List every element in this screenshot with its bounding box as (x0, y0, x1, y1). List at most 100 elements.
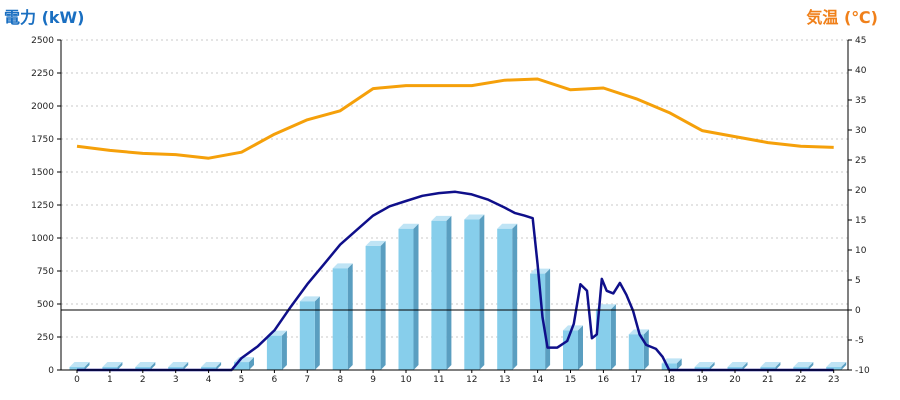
bar-side (183, 362, 189, 370)
y-axis-right-title: 気温 (℃) (806, 8, 878, 27)
bar-top (135, 362, 156, 367)
bar-side (117, 362, 123, 370)
bar-top (69, 362, 90, 367)
bar (299, 301, 315, 370)
bar (332, 268, 348, 370)
bar (497, 228, 513, 370)
bar-side (512, 223, 518, 370)
bar-top (727, 362, 748, 367)
temperature-series (76, 77, 834, 160)
bar (135, 367, 151, 370)
x-tick-label: 8 (337, 375, 343, 385)
bar-side (446, 215, 452, 370)
x-tick-label: 4 (206, 375, 212, 385)
x-tick-label: 17 (631, 375, 642, 385)
x-tick-label: 12 (466, 375, 477, 385)
y-left-tick-label: 500 (37, 300, 54, 310)
x-tick-label: 23 (828, 375, 839, 385)
y-left-tick-label: 750 (37, 267, 54, 277)
y-left-tick-label: 2000 (31, 102, 54, 112)
bar-top (102, 362, 123, 367)
bar-side (347, 263, 353, 370)
bar-side (545, 268, 551, 370)
temperature-line (76, 77, 834, 160)
bar (365, 245, 381, 370)
y-right-tick-label: 35 (855, 96, 866, 106)
y-right-tick-label: 45 (855, 36, 866, 46)
bar-side (643, 329, 649, 370)
bar-top (595, 304, 616, 310)
bar-side (841, 362, 847, 370)
x-tick-label: 1 (107, 375, 113, 385)
y-right-tick-label: -5 (855, 336, 864, 346)
bar-side (578, 325, 583, 370)
bar-side (249, 357, 254, 370)
x-tick-label: 6 (272, 375, 278, 385)
bar-top (431, 215, 452, 221)
x-tick-label: 22 (795, 375, 806, 385)
x-tick-label: 5 (239, 375, 245, 385)
y-left-tick-label: 1750 (31, 135, 54, 145)
x-tick-label: 18 (663, 375, 675, 385)
y-left-tick-label: 1500 (31, 168, 54, 178)
y-left-tick-label: 2250 (31, 69, 54, 79)
bar-side (413, 223, 419, 370)
bar-series (69, 214, 847, 370)
bar-top (793, 362, 814, 367)
bar-top (299, 296, 320, 302)
bar-top (826, 362, 847, 367)
x-tick-label: 21 (762, 375, 773, 385)
y-left-tick-label: 1250 (31, 201, 54, 211)
bar-side (808, 362, 814, 370)
y-left-tick-label: 0 (48, 366, 54, 376)
bar-top (530, 268, 551, 274)
x-tick-label: 13 (499, 375, 510, 385)
tick-labels: 02505007501000125015001750200022502500-1… (31, 36, 870, 385)
bar-side (709, 362, 715, 370)
bar (826, 367, 842, 370)
x-tick-label: 20 (729, 375, 741, 385)
bar (266, 335, 282, 370)
x-tick-label: 15 (565, 375, 576, 385)
bar-side (314, 296, 320, 370)
x-tick-label: 11 (433, 375, 444, 385)
bar-side (281, 330, 287, 370)
bar-side (775, 362, 781, 370)
power-line (77, 190, 834, 372)
bar (234, 362, 249, 370)
axes (57, 39, 852, 373)
y-right-tick-label: 20 (855, 186, 867, 196)
y-left-tick-label: 1000 (31, 234, 54, 244)
bar-side (479, 214, 485, 370)
y-right-tick-label: -10 (855, 366, 870, 376)
bar (563, 330, 578, 370)
bar-top (365, 240, 386, 246)
x-tick-label: 2 (140, 375, 146, 385)
bar-top (694, 362, 715, 367)
bar (69, 367, 85, 370)
bar (727, 367, 743, 370)
bar-top (398, 223, 419, 229)
bar-top (497, 223, 518, 229)
x-tick-label: 14 (532, 375, 544, 385)
x-tick-label: 0 (74, 375, 80, 385)
y-right-tick-label: 25 (855, 156, 866, 166)
bar (661, 363, 677, 370)
bar-side (84, 362, 90, 370)
bar (102, 367, 118, 370)
bar (464, 219, 480, 370)
bar-side (216, 362, 222, 370)
bar-top (464, 214, 485, 220)
y-right-tick-label: 0 (855, 306, 861, 316)
x-tick-label: 10 (400, 375, 412, 385)
y-right-tick-label: 15 (855, 216, 866, 226)
y-axis-left-title: 電力 (kW) (4, 8, 85, 27)
x-tick-label: 16 (598, 375, 610, 385)
bar (431, 220, 447, 370)
bar-top (168, 362, 189, 367)
bar (398, 228, 414, 370)
bar-side (380, 240, 386, 370)
x-tick-label: 3 (173, 375, 179, 385)
y-right-tick-label: 30 (855, 126, 867, 136)
